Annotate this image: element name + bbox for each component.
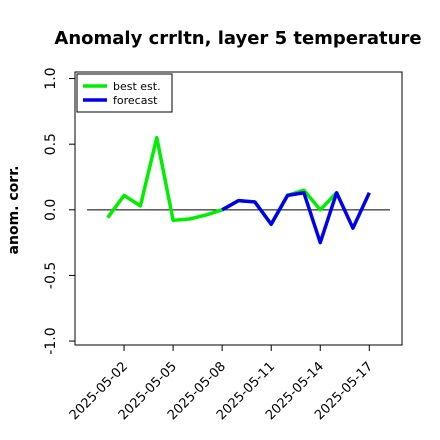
y-axis-label: anom. corr. xyxy=(6,166,22,255)
legend-label: best est. xyxy=(113,80,161,93)
y-tick-label: 0.5 xyxy=(43,133,59,155)
legend-box xyxy=(76,73,173,113)
y-tick-label: -0.5 xyxy=(43,262,59,289)
y-tick-label: 0.0 xyxy=(43,199,59,221)
chart-title: Anomaly crrltn, layer 5 temperature xyxy=(54,28,421,49)
series-line xyxy=(106,135,338,226)
y-tick-label: -1.0 xyxy=(43,327,59,354)
series-line xyxy=(221,191,371,245)
plot-frame xyxy=(74,71,403,346)
legend-label: forecast xyxy=(113,94,158,107)
y-tick-label: 1.0 xyxy=(43,67,59,89)
